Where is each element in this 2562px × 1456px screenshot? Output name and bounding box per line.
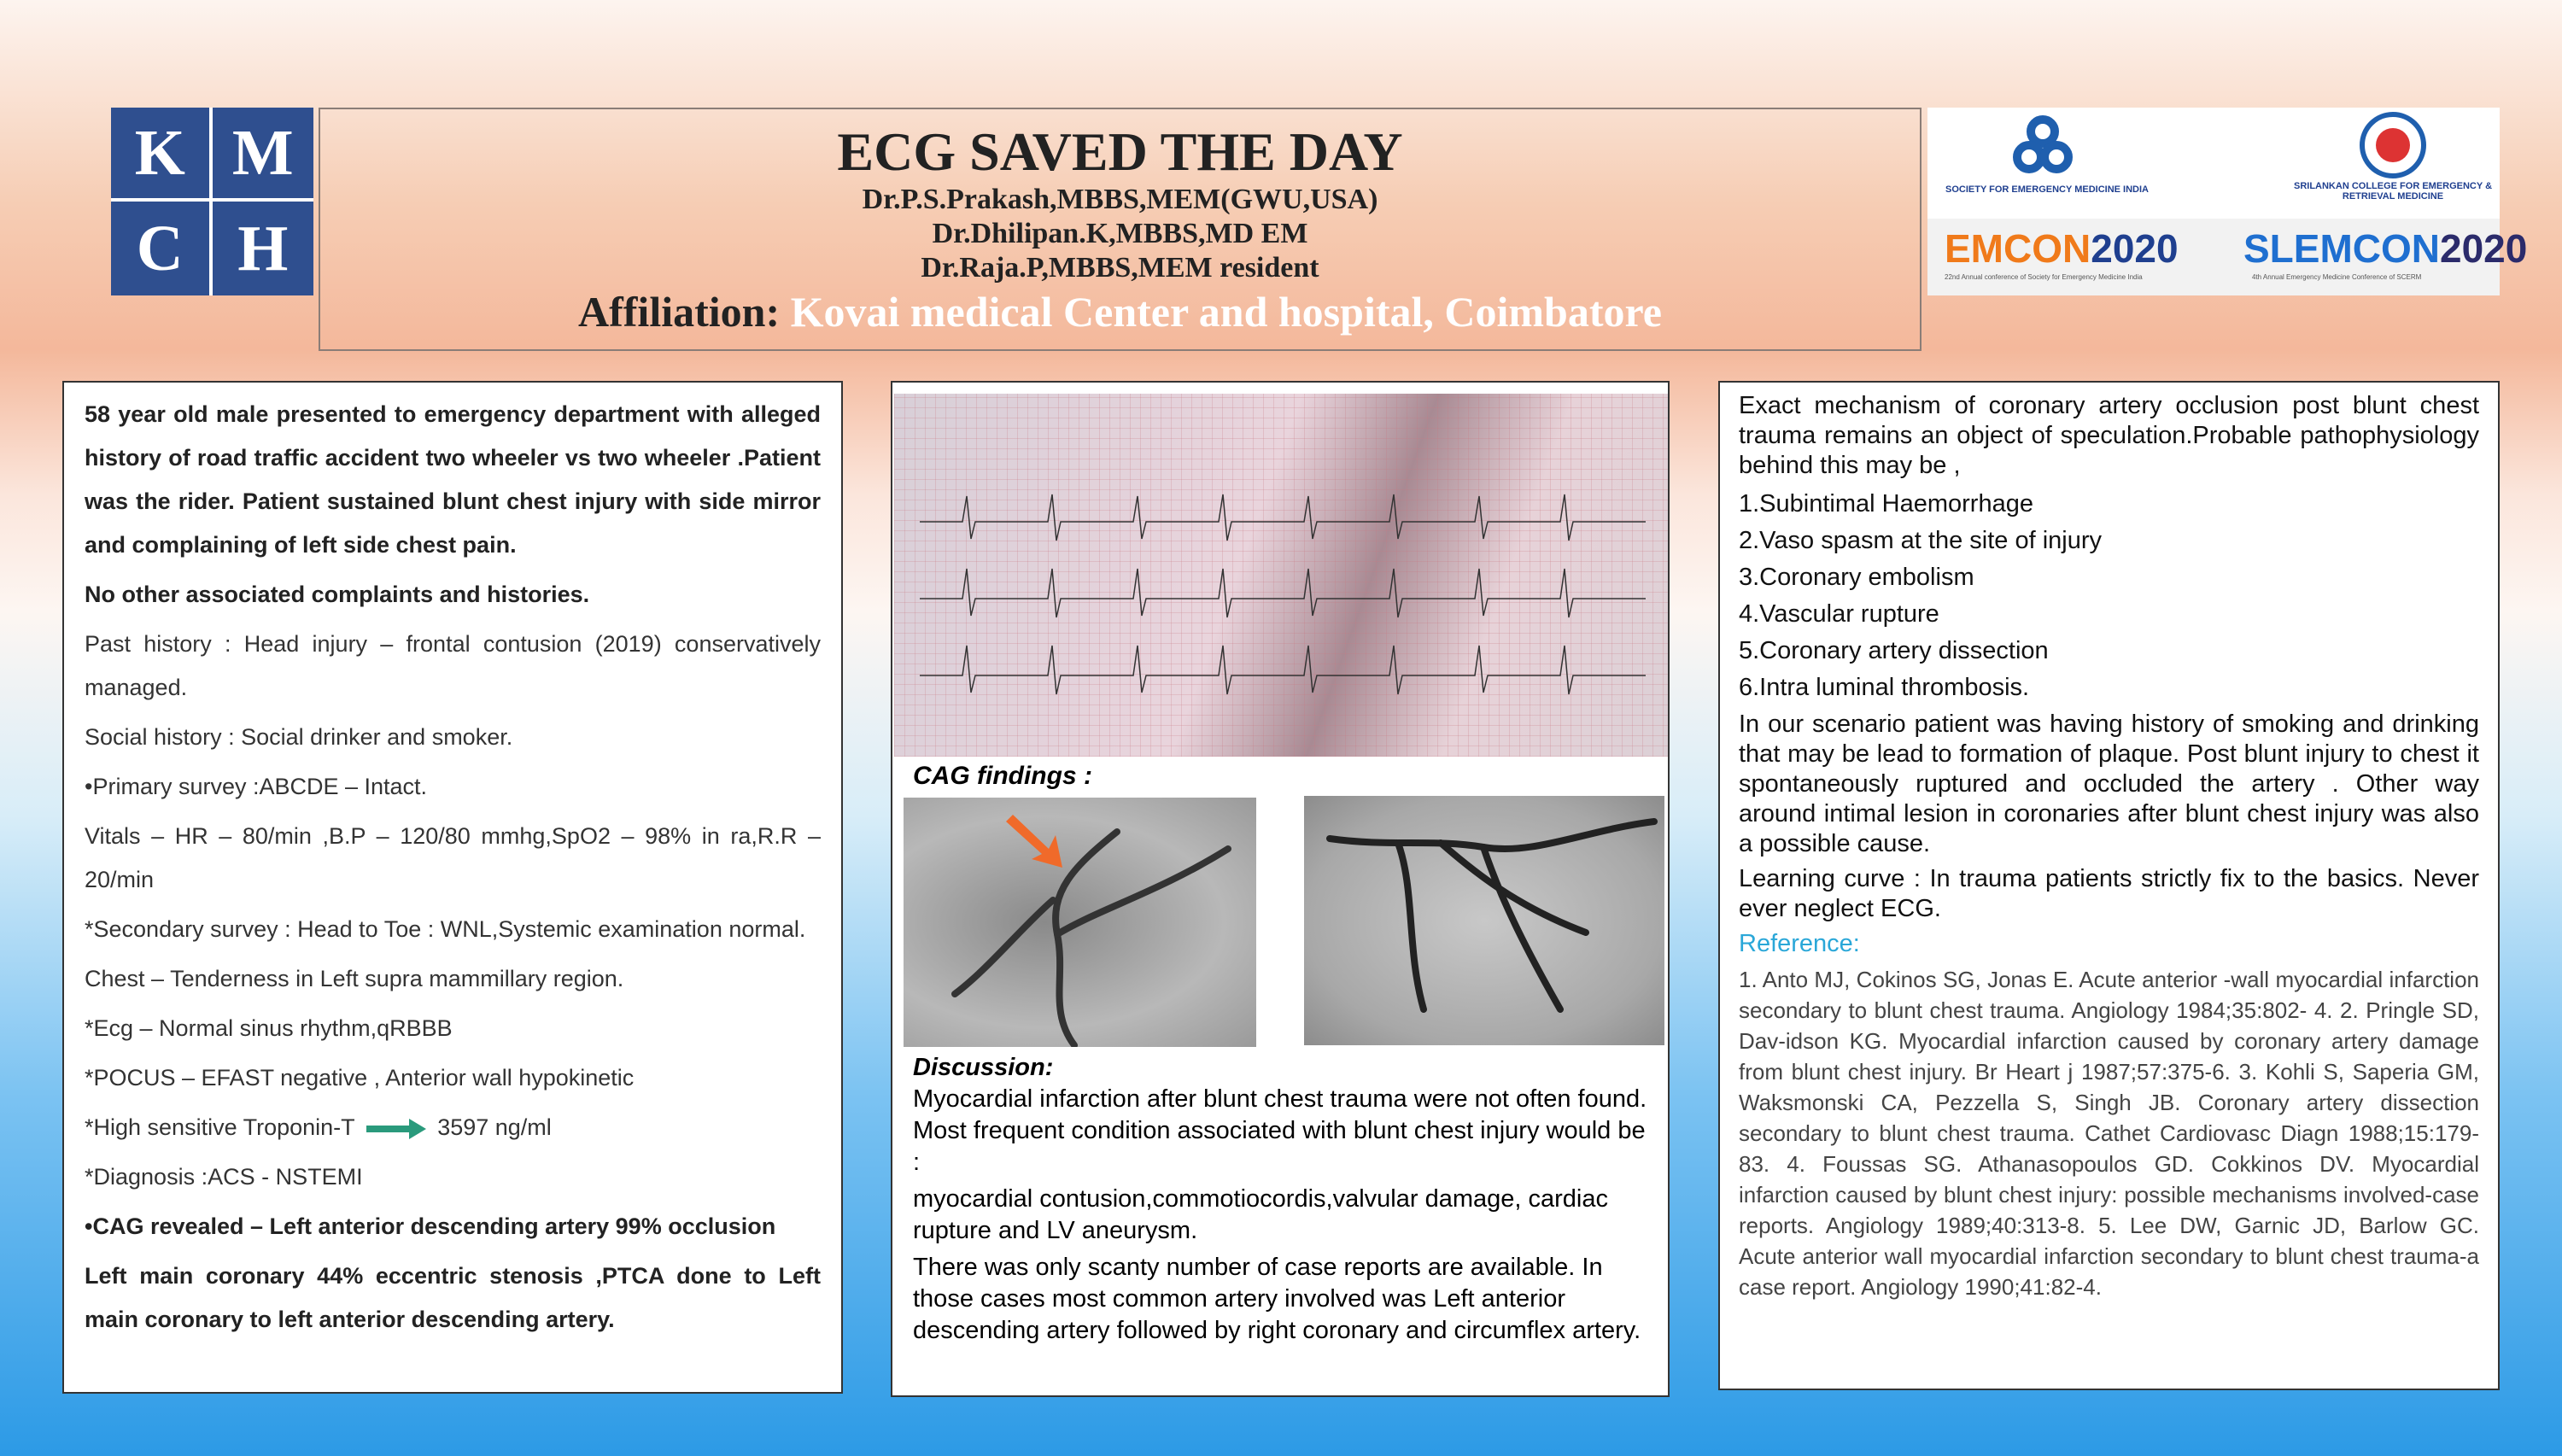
emcon-year: 2020 bbox=[2091, 226, 2179, 271]
angiogram-1 bbox=[904, 798, 1256, 1049]
semi-emblem bbox=[2013, 115, 2073, 173]
affiliation-label: Affiliation: bbox=[578, 288, 781, 336]
cag-label: CAG findings : bbox=[913, 762, 1092, 790]
mechanism-item: 2.Vaso spasm at the site of injury bbox=[1739, 527, 2103, 554]
title: ECG SAVED THE DAY bbox=[837, 121, 1403, 182]
title-box: ECG SAVED THE DAY Dr.P.S.Prakash,MBBS,ME… bbox=[319, 108, 1922, 351]
case-text: Past history : Head injury – frontal con… bbox=[85, 631, 821, 700]
discussion-text: myocardial contusion,commotiocordis,valv… bbox=[913, 1185, 1608, 1244]
slemcon: SLEMCON2020 bbox=[2243, 225, 2527, 272]
mechanism-item: 3.Coronary embolism bbox=[1739, 564, 1974, 591]
case-text: *POCUS – EFAST negative , Anterior wall … bbox=[85, 1065, 635, 1091]
case-text: No other associated complaints and histo… bbox=[85, 582, 590, 607]
mechanism-item: 1.Subintimal Haemorrhage bbox=[1739, 490, 2033, 517]
scenario: In our scenario patient was having histo… bbox=[1739, 710, 2479, 857]
emcon-sub: 22nd Annual conference of Society for Em… bbox=[1945, 273, 2143, 281]
case-text: *Secondary survey : Head to Toe : WNL,Sy… bbox=[85, 916, 806, 942]
mechanism-intro: Exact mechanism of coronary artery occlu… bbox=[1739, 392, 2479, 479]
author: Dr.Dhilipan.K,MBBS,MD EM bbox=[932, 218, 1308, 249]
logo-letter: C bbox=[111, 202, 213, 295]
mechanism-item: 6.Intra luminal thrombosis. bbox=[1739, 674, 2030, 701]
angiogram-2 bbox=[1304, 796, 1664, 1045]
scerm-name: SRILANKAN COLLEGE FOR EMERGENCY & RETRIE… bbox=[2293, 181, 2493, 202]
discussion-text: Myocardial infarction after blunt chest … bbox=[913, 1085, 1647, 1176]
angiogram-vessels bbox=[951, 815, 1231, 1049]
scerm-emblem bbox=[2360, 112, 2426, 178]
reference-label: Reference: bbox=[1739, 930, 1860, 957]
case-text: •CAG revealed – Left anterior descending… bbox=[85, 1213, 776, 1239]
author: Dr.Raja.P,MBBS,MEM resident bbox=[921, 252, 1319, 284]
emcon-word: EMCON bbox=[1945, 226, 2091, 271]
discussion-label: Discussion: bbox=[913, 1054, 1054, 1081]
discussion: Discussion: Myocardial infarction after … bbox=[913, 1052, 1656, 1347]
troponin-label: *High sensitive Troponin-T bbox=[85, 1114, 355, 1140]
angiogram-vessels bbox=[1326, 818, 1658, 1013]
logo-letter: K bbox=[111, 108, 213, 202]
case-text: Left main coronary 44% eccentric stenosi… bbox=[85, 1263, 821, 1332]
emcon: EMCON2020 bbox=[1945, 225, 2179, 272]
findings-panel: CAG findings : Discussion: Myocardial in… bbox=[891, 381, 1670, 1397]
author: Dr.P.S.Prakash,MBBS,MEM(GWU,USA) bbox=[862, 184, 1378, 215]
case-text: Social history : Social drinker and smok… bbox=[85, 724, 513, 750]
case-panel: 58 year old male presented to emergency … bbox=[62, 381, 843, 1394]
logo-letter: M bbox=[212, 108, 313, 202]
mechanism-item: 5.Coronary artery dissection bbox=[1739, 637, 2049, 664]
references: 1. Anto MJ, Cokinos SG, Jonas E. Acute a… bbox=[1739, 967, 2479, 1300]
mechanism-item: 4.Vascular rupture bbox=[1739, 600, 1939, 628]
mechanism-panel: Exact mechanism of coronary artery occlu… bbox=[1718, 381, 2500, 1390]
case-text: *Ecg – Normal sinus rhythm,qRBBB bbox=[85, 1015, 453, 1041]
arrow-icon bbox=[366, 1118, 426, 1139]
sponsor-logos: SOCIETY FOR EMERGENCY MEDICINE INDIA SRI… bbox=[1927, 108, 2527, 295]
affiliation: Kovai medical Center and hospital, Coimb… bbox=[790, 288, 1662, 336]
ecg-image bbox=[894, 394, 1668, 757]
semi-name: SOCIETY FOR EMERGENCY MEDICINE INDIA bbox=[1945, 184, 2149, 195]
kmch-logo: K M C H bbox=[111, 108, 313, 295]
slemcon-sub: 4th Annual Emergency Medicine Conference… bbox=[2252, 273, 2422, 281]
case-text: Chest – Tenderness in Left supra mammill… bbox=[85, 966, 624, 991]
ecg-traces bbox=[920, 494, 1646, 695]
affiliation-line: Affiliation: Kovai medical Center and ho… bbox=[320, 285, 1920, 338]
troponin-line: *High sensitive Troponin-T 3597 ng/ml bbox=[85, 1106, 821, 1149]
case-text: •Primary survey :ABCDE – Intact. bbox=[85, 774, 428, 799]
logo-letter: H bbox=[237, 212, 289, 284]
troponin-value: 3597 ng/ml bbox=[437, 1114, 552, 1140]
case-text: 58 year old male presented to emergency … bbox=[85, 401, 821, 558]
case-text: *Diagnosis :ACS - NSTEMI bbox=[85, 1164, 363, 1190]
learning: Learning curve : In trauma patients stri… bbox=[1739, 865, 2479, 922]
slemcon-year: 2020 bbox=[2440, 226, 2528, 271]
conference-band bbox=[1927, 219, 2500, 295]
case-text: Vitals – HR – 80/min ,B.P – 120/80 mmhg,… bbox=[85, 823, 821, 892]
slemcon-word: SLEMCON bbox=[2243, 226, 2440, 271]
discussion-text: There was only scanty number of case rep… bbox=[913, 1254, 1641, 1344]
